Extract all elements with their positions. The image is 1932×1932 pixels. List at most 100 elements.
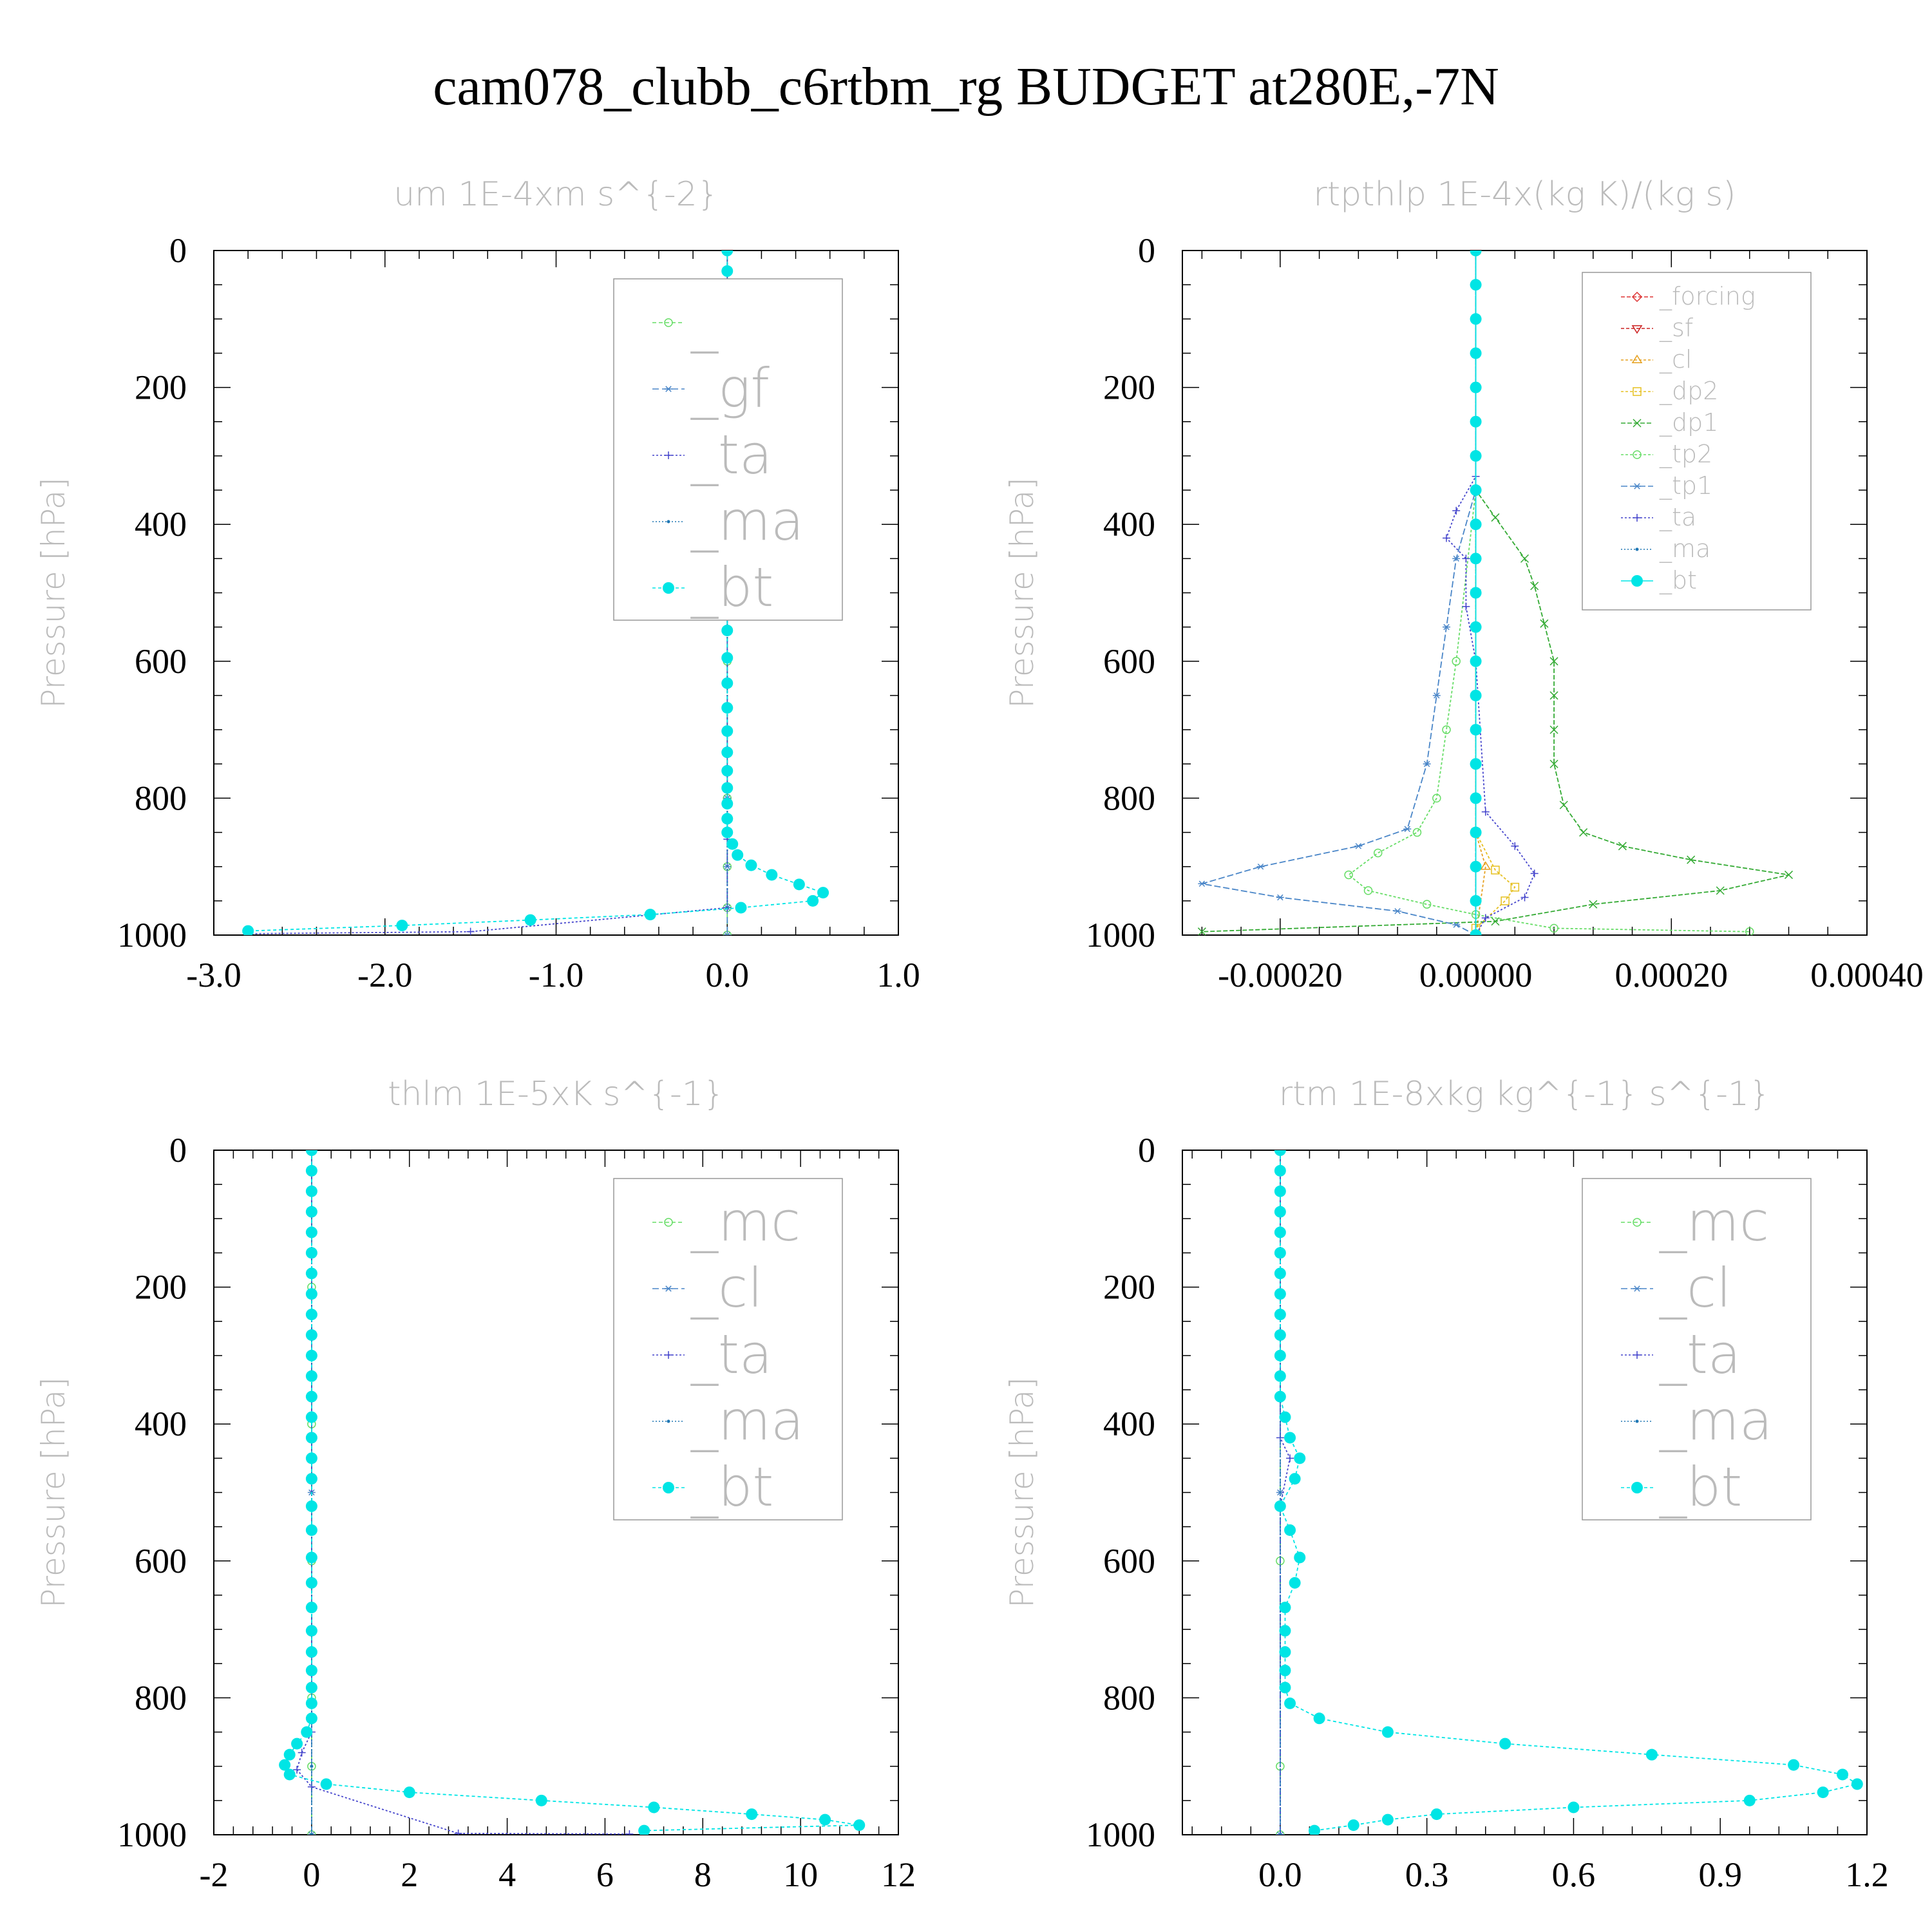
data-point-ta [1481,808,1490,816]
chart-panel-2: rtpthlp 1E-4x(kg K)/(kg s) Pressure [hPa]… [1003,175,1924,994]
y-tick-label: 1000 [117,916,187,954]
data-point-bt [305,1150,317,1156]
data-point-tp2 [1373,848,1383,858]
data-point-bt [721,251,734,256]
data-point-tp1 [1198,880,1206,887]
data-point-bt [644,909,656,921]
series-line-tp1 [1202,251,1477,935]
data-point-tp1 [1256,863,1265,870]
data-point-bt [1289,1577,1301,1589]
data-point-bt [1284,1697,1296,1709]
data-point-dp1 [1559,800,1568,810]
data-point-bt [305,1349,317,1361]
data-point-dp1 [1579,828,1588,837]
y-tick-label: 600 [135,1542,187,1580]
legend-swatch-marker [1631,575,1643,587]
data-point-tp1 [1403,826,1412,832]
data-point-bt [1470,587,1482,599]
data-point-ma [310,1765,314,1768]
legend-label: _ma [1659,1389,1772,1452]
series-group [1274,1150,1863,1835]
data-point-bt [1347,1819,1359,1832]
x-tick-label: 0.6 [1552,1855,1596,1894]
series-line-ta [1445,251,1535,935]
legend: _mc_cl_ta_ma_bt [613,1178,843,1520]
data-point-dp2 [1491,866,1500,875]
data-point-bt [1309,1824,1321,1835]
data-point-tp2 [1549,923,1558,933]
data-point-tp1 [1443,623,1451,630]
legend-label: _dp1 [1659,408,1718,437]
y-tick-label: 0 [169,231,187,270]
legend-label: _mc [690,1190,800,1253]
x-tick-label: 2 [401,1855,418,1894]
legend-swatch-marker [667,1419,670,1423]
data-point-bt [305,1524,317,1536]
legend-label: _cl [690,1256,763,1320]
y-tick-label: 0 [169,1131,187,1170]
data-point-bt [305,1226,317,1238]
legend-swatch-marker [1633,1351,1641,1359]
legend-swatch-marker [663,582,674,594]
data-point-dp1 [1589,900,1598,909]
data-point-bt [1284,1524,1296,1536]
data-point-dp1 [1784,870,1794,879]
data-point-bt [305,1681,317,1694]
data-point-dp1 [1540,619,1549,628]
data-point-ta [1511,842,1519,850]
data-point-bt [1274,1309,1286,1321]
data-point-bt [305,1432,317,1444]
data-point-bt [1470,929,1482,935]
legend-label: _mc [1659,1190,1769,1253]
legend-label: _gf [690,357,770,420]
data-point-tp1 [1452,555,1461,562]
figure-title: cam078_clubb_c6rtbm_rg BUDGET at280E,-7N [433,57,1499,117]
data-point-tp2 [1412,828,1422,837]
data-point-bt [305,1411,317,1423]
x-tick-label: 0 [303,1855,320,1894]
legend-swatch-marker [1633,419,1642,428]
data-point-bt [1274,1349,1286,1361]
series-group [1197,251,1794,935]
x-tick-label: 0.9 [1698,1855,1742,1894]
legend-swatch-marker [1633,387,1642,396]
data-point-ta [298,1748,306,1757]
data-point-bt [1381,1814,1394,1826]
data-point-bt [735,902,747,914]
x-tick-label: 0.00000 [1419,956,1533,994]
data-point-dp1 [1197,927,1206,935]
data-point-bt [1279,1411,1291,1423]
data-point-ta [1452,506,1461,515]
data-point-tp2 [1344,870,1353,880]
data-point-bt [648,1801,660,1814]
legend-swatch-marker [1633,1218,1642,1227]
data-point-tp2 [1422,900,1432,909]
data-point-dp1 [1618,842,1627,851]
data-point-bt [1470,655,1482,667]
data-point-ta [625,1830,634,1835]
data-point-dp1 [1549,657,1558,666]
y-tick-label: 800 [1103,779,1155,817]
y-tick-label: 200 [135,1268,187,1307]
data-point-bt [1743,1794,1756,1806]
data-point-ta [466,927,475,935]
data-point-bt [305,1664,317,1676]
data-point-bt [535,1794,547,1806]
data-point-bt [305,1646,317,1658]
data-point-bt [1470,860,1482,873]
data-point-bt [279,1759,291,1771]
legend-swatch-marker [1635,547,1639,551]
legend-swatch-marker [1631,1482,1643,1493]
legend-label: _tp1 [1659,471,1712,500]
data-point-bt [291,1738,303,1750]
data-point-ta [1462,602,1470,611]
data-point-tp2 [1432,793,1441,803]
data-point-bt [1567,1801,1580,1814]
data-point-bt [853,1819,866,1832]
series-line-bt [1279,1150,1859,1832]
legend-label: _dp2 [1659,377,1718,406]
x-tick-label: -3.0 [186,956,241,994]
data-point-bt [305,1602,317,1614]
data-point-dp1 [1520,554,1530,563]
series-line-dp2 [1475,251,1516,929]
